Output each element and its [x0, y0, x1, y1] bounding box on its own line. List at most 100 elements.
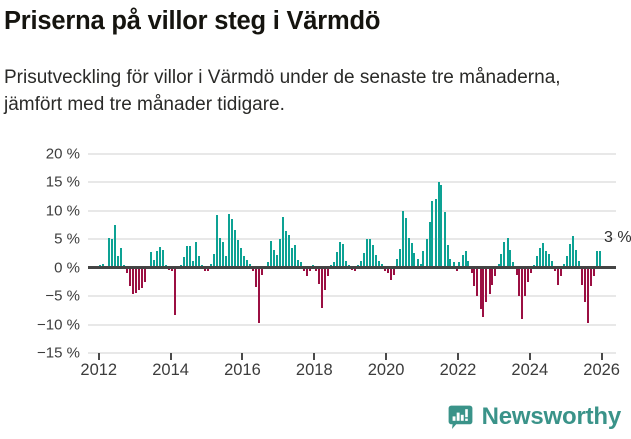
bar: [269, 240, 272, 268]
bar: [192, 260, 195, 268]
x-axis-tick-label: 2016: [224, 361, 261, 379]
bar: [255, 267, 258, 288]
bar: [257, 267, 260, 324]
bar: [455, 267, 458, 272]
bar: [422, 250, 425, 268]
bar: [153, 259, 156, 268]
bar: [162, 249, 165, 268]
y-axis-tick-label: 20 %: [45, 145, 80, 163]
bar: [174, 267, 177, 316]
bar: [338, 241, 341, 268]
bar: [323, 267, 326, 291]
bar: [425, 239, 428, 268]
bar: [440, 184, 443, 268]
bar: [386, 267, 389, 274]
bar: [266, 262, 269, 268]
bar: [213, 254, 216, 268]
bar: [500, 254, 503, 268]
bar: [278, 239, 281, 268]
bar: [560, 267, 563, 276]
bar: [509, 249, 512, 268]
bar: [548, 254, 551, 268]
bar: [473, 267, 476, 286]
bar: [557, 267, 560, 285]
bar: [138, 267, 141, 290]
bar: [488, 267, 491, 294]
page-subtitle: Prisutveckling för villor i Värmdö under…: [4, 67, 561, 115]
bar: [554, 267, 557, 272]
bar: [380, 264, 383, 268]
bar: [428, 222, 431, 268]
bar: [222, 241, 225, 268]
bar: [171, 267, 174, 272]
bar: [398, 248, 401, 268]
bar: [416, 259, 419, 268]
bar: [141, 267, 144, 289]
bar: [437, 182, 440, 268]
bar: [476, 267, 479, 297]
y-axis-tick-label: 15 %: [45, 173, 80, 191]
bar: [446, 244, 449, 268]
last-value-annotation: 3 %: [604, 228, 631, 246]
bar-chart: 20 % 15 % 10 % 5 % 0 % −5 % −10 % −15 % 3 % 201…: [0, 145, 631, 387]
gridline: [88, 352, 616, 354]
bar: [260, 267, 263, 275]
y-axis-tick-label: −5 %: [45, 287, 80, 305]
bar: [443, 211, 446, 268]
x-axis-tick-mark: [313, 353, 316, 360]
bar: [434, 199, 437, 268]
bar: [353, 267, 356, 272]
bar: [246, 259, 249, 268]
bar: [186, 245, 189, 268]
bar: [189, 246, 191, 268]
bar: [237, 239, 240, 268]
bar: [566, 256, 569, 268]
bar: [539, 247, 542, 268]
bar: [287, 234, 290, 268]
x-axis-tick-mark: [97, 353, 100, 360]
bar: [308, 267, 311, 272]
logo-wordmark: Newsworthy: [481, 403, 622, 430]
bar: [371, 244, 374, 268]
bar: [150, 252, 153, 268]
bar: [374, 255, 377, 268]
x-axis-tick-mark: [456, 353, 459, 360]
bar: [362, 252, 365, 268]
bar: [551, 260, 554, 268]
x-axis-tick-label: 2014: [152, 361, 189, 379]
bar: [228, 214, 231, 268]
page-title: Priserna på villor steg i Värmdö: [4, 7, 381, 35]
bar: [503, 241, 506, 268]
bar: [159, 247, 162, 268]
chart-bubble-icon: [448, 405, 473, 430]
bar: [518, 267, 521, 297]
bar: [485, 267, 488, 302]
bar: [515, 267, 518, 275]
bar: [365, 239, 368, 268]
bar: [111, 239, 114, 268]
bar: [449, 258, 452, 268]
bar: [389, 267, 392, 281]
bar: [242, 255, 245, 268]
bar: [135, 267, 138, 293]
bar: [593, 267, 596, 276]
bar: [467, 260, 470, 268]
bar: [497, 264, 500, 268]
bar: [183, 257, 186, 268]
bar: [392, 267, 395, 275]
bar: [126, 267, 129, 274]
bar: [407, 238, 410, 268]
x-axis-labels: 2012 2014 2016 2018 2020 2022 2024 2026: [80, 361, 620, 387]
bar: [240, 248, 242, 268]
y-axis-tick-label: −10 %: [37, 316, 80, 334]
bar: [305, 267, 308, 276]
bar: [197, 256, 200, 268]
bar: [377, 261, 380, 268]
bar: [599, 250, 602, 268]
bar: [296, 259, 299, 268]
x-axis-tick-mark: [385, 353, 388, 360]
bar: [114, 224, 117, 268]
bar: [521, 267, 524, 319]
bar: [479, 267, 482, 309]
x-axis-tick-label: 2026: [583, 361, 620, 379]
